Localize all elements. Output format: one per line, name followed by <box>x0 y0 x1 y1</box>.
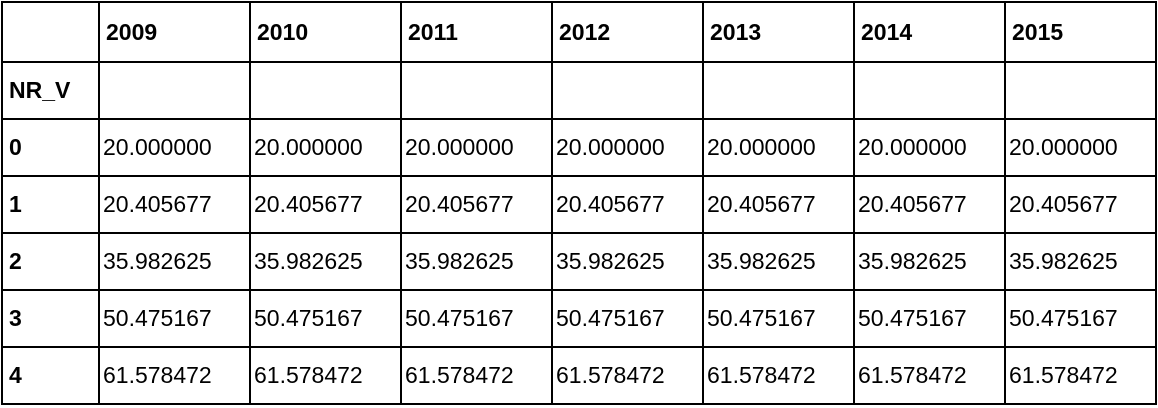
data-cell: 50.475167 <box>853 289 1006 348</box>
data-row: 3 50.475167 50.475167 50.475167 50.475167 50.… <box>1 289 1157 348</box>
data-cell: 35.982625 <box>702 232 855 291</box>
data-cell: 50.475167 <box>702 289 855 348</box>
data-cell: 35.982625 <box>98 232 251 291</box>
row-label: 1 <box>1 175 100 234</box>
data-cell: 20.000000 <box>1004 118 1157 177</box>
data-cell: 50.475167 <box>98 289 251 348</box>
data-cell: 61.578472 <box>702 346 855 405</box>
data-cell: 20.000000 <box>551 118 704 177</box>
data-cell: 35.982625 <box>400 232 553 291</box>
column-header: 2009 <box>98 1 251 63</box>
row-label: 0 <box>1 118 100 177</box>
data-cell: 35.982625 <box>551 232 704 291</box>
data-row: 4 61.578472 61.578472 61.578472 61.578472 61.… <box>1 346 1157 405</box>
data-cell: 20.405677 <box>98 175 251 234</box>
corner-cell <box>1 1 100 63</box>
header-row: 2009 2010 2011 2012 2013 2014 2015 <box>1 1 1157 63</box>
column-header: 2013 <box>702 1 855 63</box>
data-cell: 61.578472 <box>1004 346 1157 405</box>
data-cell: 20.405677 <box>551 175 704 234</box>
empty-cell <box>853 61 1006 120</box>
data-cell: 20.000000 <box>853 118 1006 177</box>
row-label: 2 <box>1 232 100 291</box>
data-cell: 50.475167 <box>551 289 704 348</box>
data-cell: 35.982625 <box>853 232 1006 291</box>
row-label: 3 <box>1 289 100 348</box>
column-header: 2012 <box>551 1 704 63</box>
data-cell: 20.000000 <box>702 118 855 177</box>
data-cell: 61.578472 <box>400 346 553 405</box>
data-row: 1 20.405677 20.405677 20.405677 20.405677 20.… <box>1 175 1157 234</box>
data-cell: 20.405677 <box>853 175 1006 234</box>
data-cell: 20.405677 <box>1004 175 1157 234</box>
column-header: 2011 <box>400 1 553 63</box>
row-label: 4 <box>1 346 100 405</box>
data-cell: 50.475167 <box>400 289 553 348</box>
data-cell: 35.982625 <box>1004 232 1157 291</box>
data-cell: 35.982625 <box>249 232 402 291</box>
empty-cell <box>551 61 704 120</box>
data-cell: 20.405677 <box>249 175 402 234</box>
data-cell: 20.000000 <box>98 118 251 177</box>
column-header: 2010 <box>249 1 402 63</box>
data-cell: 61.578472 <box>551 346 704 405</box>
data-cell: 50.475167 <box>1004 289 1157 348</box>
empty-cell <box>702 61 855 120</box>
data-cell: 20.000000 <box>249 118 402 177</box>
index-name: NR_V <box>1 61 100 120</box>
column-header: 2014 <box>853 1 1006 63</box>
data-cell: 61.578472 <box>249 346 402 405</box>
data-cell: 20.000000 <box>400 118 553 177</box>
data-row: 0 20.000000 20.000000 20.000000 20.000000 20.… <box>1 118 1157 177</box>
data-cell: 20.405677 <box>400 175 553 234</box>
data-cell: 61.578472 <box>853 346 1006 405</box>
column-header: 2015 <box>1004 1 1157 63</box>
empty-cell <box>98 61 251 120</box>
index-name-row: NR_V <box>1 61 1157 120</box>
data-row: 2 35.982625 35.982625 35.982625 35.982625 35.… <box>1 232 1157 291</box>
data-cell: 50.475167 <box>249 289 402 348</box>
data-cell: 61.578472 <box>98 346 251 405</box>
data-cell: 20.405677 <box>702 175 855 234</box>
empty-cell <box>400 61 553 120</box>
empty-cell <box>249 61 402 120</box>
empty-cell <box>1004 61 1157 120</box>
